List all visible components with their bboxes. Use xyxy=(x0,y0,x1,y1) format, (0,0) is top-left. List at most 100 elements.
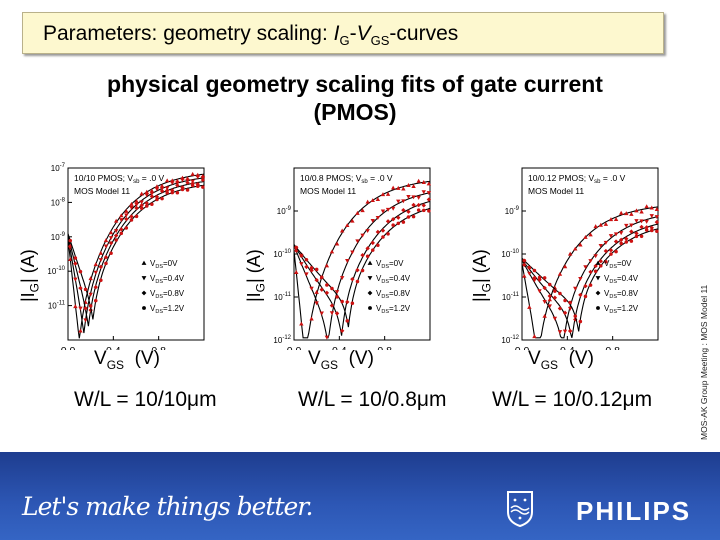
chart-1-data-point xyxy=(149,188,155,193)
chart-1-data-point xyxy=(164,178,170,183)
chart-3-legend-tail: =0.4V xyxy=(617,274,639,283)
chart-1-ytick-exp: -7 xyxy=(60,163,66,169)
chart-1-data-point xyxy=(196,184,200,188)
chart-2-data-point xyxy=(385,207,391,212)
chart-3-data-point xyxy=(547,297,552,302)
chart-1-data-point xyxy=(113,218,119,223)
chart-3-data-point xyxy=(542,299,547,304)
chart-1-data-point xyxy=(149,191,155,196)
chart-1-data-point xyxy=(113,233,119,238)
chart-2-data-point xyxy=(411,214,416,219)
chart-2-data-point xyxy=(319,287,324,292)
chart-2-data-point xyxy=(360,268,365,273)
chart-1-data-point xyxy=(144,200,149,206)
chart-1-legend-sub: DS xyxy=(155,294,163,300)
chart-1-legend-sub: DS xyxy=(155,309,163,315)
chart-1-data-point xyxy=(119,218,124,223)
chart-3-data-point xyxy=(608,234,614,239)
chart-2-data-point xyxy=(339,276,345,281)
chart-1-data-point xyxy=(124,208,129,213)
chart-3-legend-label: VDS=0.4V xyxy=(604,274,639,285)
chart-1-data-point xyxy=(124,213,129,218)
chart-3-ytick-label: 10-10 xyxy=(501,249,519,259)
chart-2-data-point xyxy=(396,215,401,220)
chart-3-data-point xyxy=(654,215,660,220)
chart-2-legend-marker xyxy=(367,260,373,265)
chart-3-legend-tail: =0.8V xyxy=(617,289,639,298)
chart-3-data-point xyxy=(578,319,583,324)
chart-2-data-point xyxy=(365,199,370,204)
chart-1-data-point xyxy=(170,190,175,195)
chart-1-legend-tail: =1.2V xyxy=(163,304,185,313)
chart-1-data-point xyxy=(98,264,104,270)
chart-1-legend-label: VDS=1.2V xyxy=(150,304,185,315)
chart-2-legend-tail: =1.2V xyxy=(389,304,411,313)
chart-2-xlabel: VGS (V) xyxy=(308,348,374,372)
chart-1-data-point xyxy=(149,194,155,199)
chart-2-legend-label: VDS=0V xyxy=(376,259,404,270)
chart-2-data-point xyxy=(381,235,385,239)
chart-2-caption: W/L = 10/0.8μm xyxy=(298,388,447,411)
chart-1-data-point xyxy=(83,318,88,323)
chart-1-data-point xyxy=(108,230,114,235)
chart-1-legend-sub: DS xyxy=(155,279,163,285)
chart-1-data-point xyxy=(139,206,144,211)
chart-3-data-point xyxy=(613,232,619,237)
chart-3-data-point xyxy=(618,231,624,236)
chart-2-data-point xyxy=(406,215,411,219)
chart-2-data-point xyxy=(411,202,416,208)
chart-3-data-point xyxy=(634,208,639,213)
chart-1-legend-sub: DS xyxy=(155,264,163,270)
chart-1-data-point xyxy=(154,187,160,192)
chart-3-legend-sub: DS xyxy=(609,309,617,315)
chart-2-data-point xyxy=(406,209,411,214)
chart-1-data-point xyxy=(154,184,160,189)
chart-2-data-point xyxy=(309,316,314,321)
chart-1-data-point xyxy=(93,270,98,275)
chart-3-data-point xyxy=(542,276,547,280)
chart-1-data-point xyxy=(119,213,124,218)
chart-2-data-point xyxy=(390,185,396,190)
chart-2-data-point xyxy=(416,178,421,183)
chart-2-ytick-label: 10-10 xyxy=(273,249,291,259)
chart-2-data-point xyxy=(304,264,309,270)
title-prefix: Parameters: geometry scaling: xyxy=(43,22,334,45)
chart-3-data-point xyxy=(578,277,583,281)
chart-3-data-point xyxy=(527,265,532,270)
chart-2-legend-marker xyxy=(368,306,372,310)
chart-2-data-point xyxy=(421,203,426,208)
chart-1-data-point xyxy=(134,198,139,203)
chart-2-xtick-label: 0.8 xyxy=(377,345,392,350)
chart-1-data-point xyxy=(98,258,104,263)
chart-2-data-point xyxy=(390,206,396,211)
chart-1-data-point xyxy=(83,287,88,292)
chart-1-legend-tail: =0.8V xyxy=(163,289,185,298)
chart-1-data-point xyxy=(175,190,180,195)
chart-1-header: 10/10 PMOS; Vsb = .0 V xyxy=(74,173,165,185)
chart-1-data-point xyxy=(103,255,109,260)
chart-3-header-tail: = .0 V xyxy=(601,173,626,183)
chart-2-data-point xyxy=(401,199,406,204)
chart-2-data-point xyxy=(309,266,314,270)
chart-1-data-point xyxy=(68,256,73,261)
chart-3-data-point xyxy=(608,217,614,222)
chart-1-data-point xyxy=(134,214,139,219)
chart-1-ytick-label: 10-8 xyxy=(51,197,66,207)
chart-3-data-point xyxy=(644,228,649,232)
chart-3-ytick-label: 10-9 xyxy=(505,206,520,216)
chart-3-legend-sub: DS xyxy=(609,279,617,285)
subtitle-line-1: physical geometry scaling fits of gate c… xyxy=(107,71,603,97)
chart-1-data-point xyxy=(134,202,139,207)
chart-1-data-point xyxy=(144,189,149,194)
chart-1-xtick-label: 0.8 xyxy=(151,345,166,350)
chart-2-header-tail: = .0 V xyxy=(368,173,393,183)
chart-3-ytick-exp: -9 xyxy=(514,206,520,212)
chart-1-data-point xyxy=(201,185,205,189)
chart-1-data-point xyxy=(175,183,180,188)
chart-3-data-point xyxy=(527,304,532,309)
chart-1-series-3-markers xyxy=(68,177,206,313)
chart-3-ytick-label: 10-12 xyxy=(501,335,519,345)
title-dash: - xyxy=(349,22,357,45)
chart-2-data-point xyxy=(329,249,335,254)
chart-1-data-point xyxy=(94,298,98,303)
